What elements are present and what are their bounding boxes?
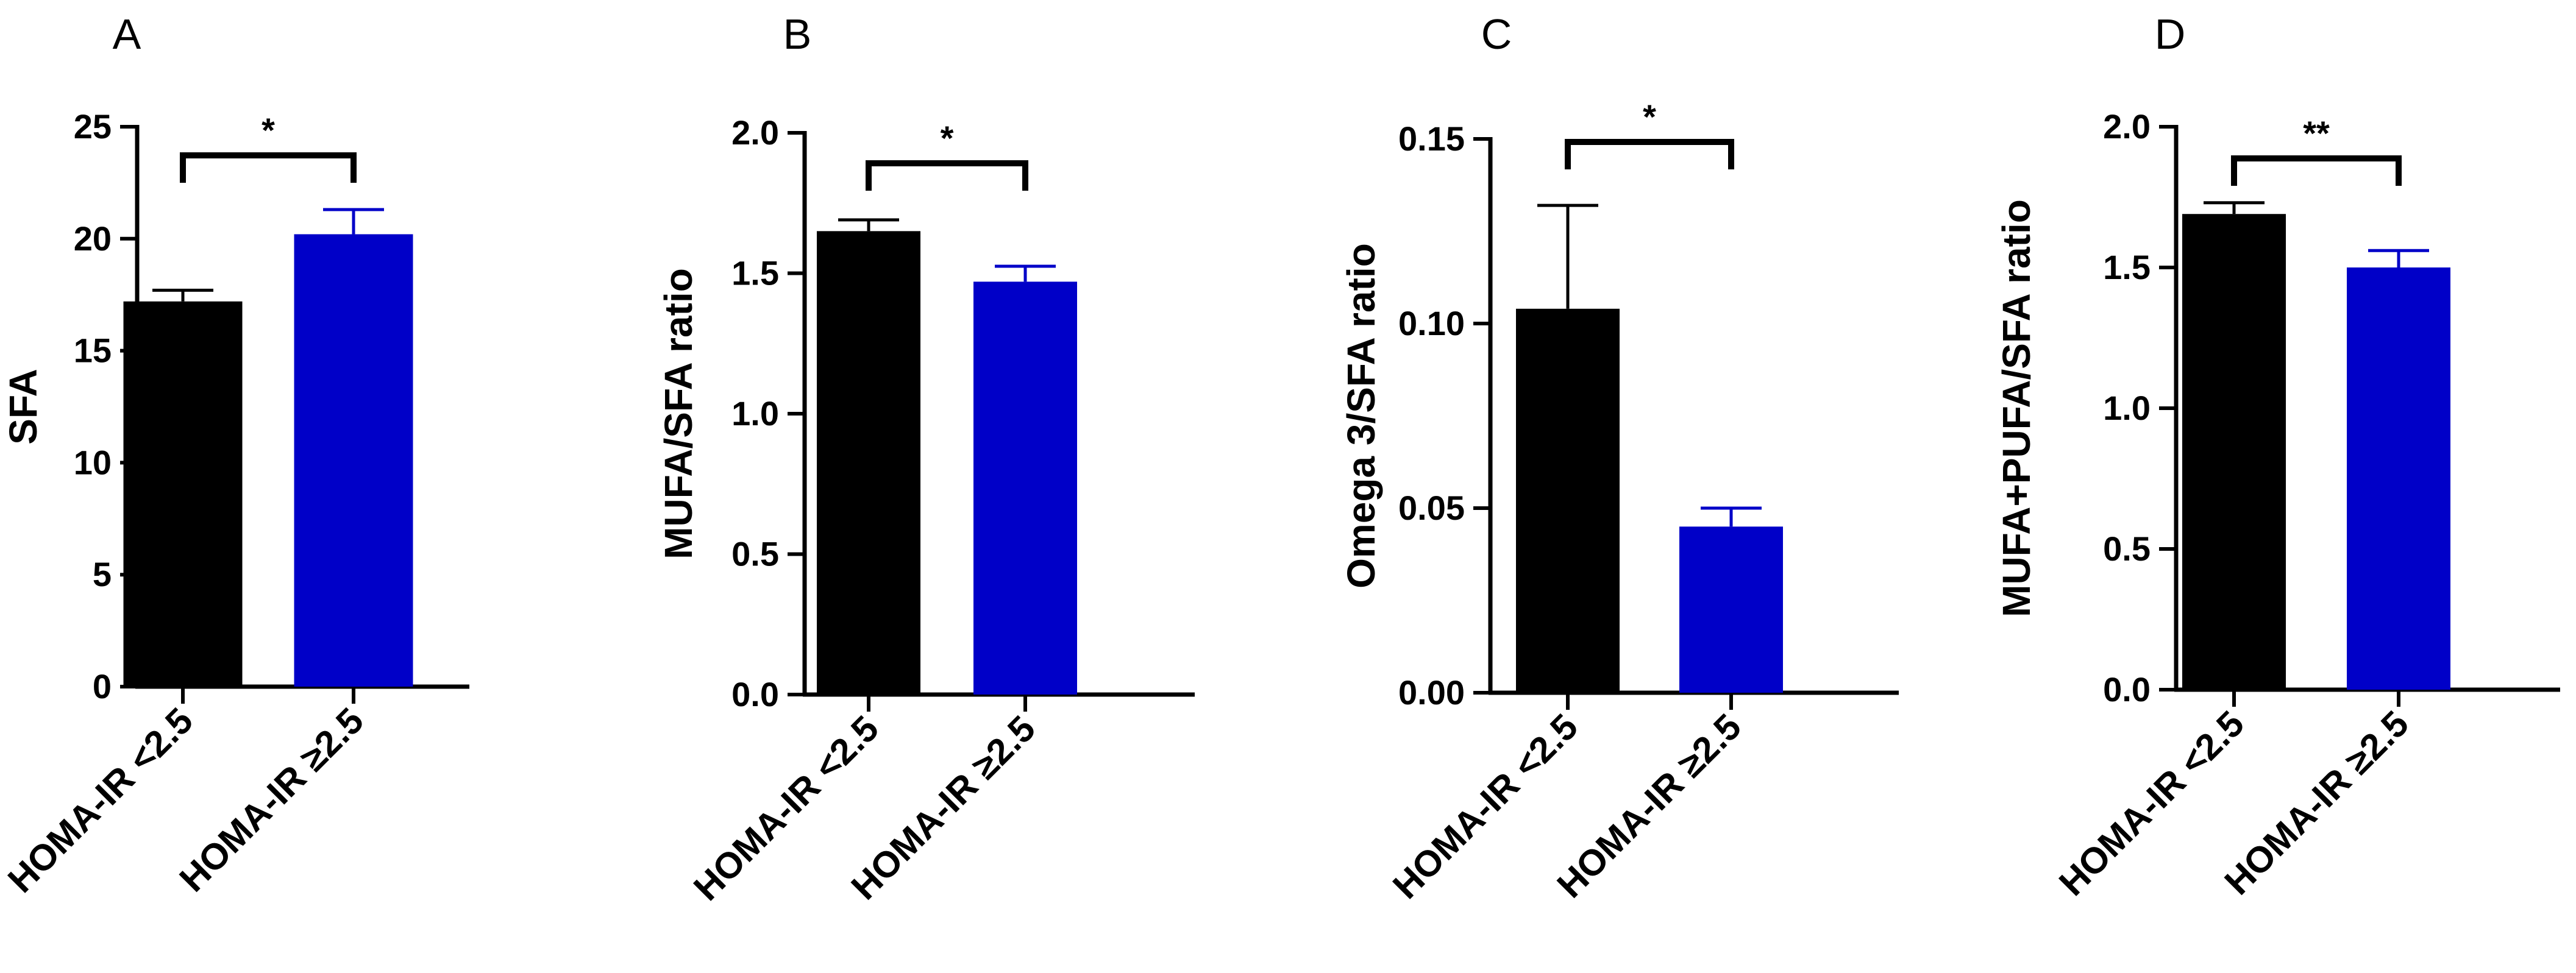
y-tick-label: 0.00 — [1398, 673, 1465, 712]
y-tick-label: 1.5 — [731, 254, 779, 292]
panel-letter: B — [783, 10, 812, 58]
y-tick-label: 0.5 — [731, 535, 779, 573]
y-tick-label: 1.0 — [2103, 389, 2151, 427]
y-tick-label: 0.0 — [2103, 670, 2151, 709]
significance-marker: * — [941, 119, 954, 157]
y-tick-label: 20 — [74, 219, 112, 258]
x-category-label: HOMA-IR <2.5 — [0, 700, 201, 900]
y-axis-label: Omega 3/SFA ratio — [1339, 243, 1383, 589]
significance-bracket — [866, 160, 1028, 191]
y-tick-label: 5 — [93, 555, 112, 593]
significance-marker: * — [262, 111, 275, 149]
y-tick-label: 1.5 — [2103, 248, 2151, 286]
y-tick-label: 0.05 — [1398, 489, 1465, 527]
y-tick-label: 15 — [74, 331, 112, 370]
significance-marker: ** — [2303, 114, 2330, 152]
y-axis-label: MUFA+PUFA/SFA ratio — [1994, 199, 2038, 617]
significance-bracket — [1565, 139, 1734, 169]
y-tick-label: 0.0 — [731, 675, 779, 713]
y-axis-label: SFA — [1, 369, 45, 444]
bar-1 — [817, 231, 920, 695]
bar-2 — [973, 281, 1077, 695]
y-tick-label: 10 — [74, 443, 112, 481]
y-tick-label: 1.0 — [731, 394, 779, 433]
x-category-label: HOMA-IR ≥2.5 — [172, 700, 372, 900]
y-tick-label: 0.15 — [1398, 119, 1465, 158]
y-tick-label: 0 — [93, 667, 112, 706]
significance-bracket — [180, 152, 357, 183]
y-tick-label: 2.0 — [731, 113, 779, 152]
significance-bracket — [2231, 155, 2402, 186]
y-tick-label: 25 — [74, 107, 112, 146]
y-tick-label: 2.0 — [2103, 107, 2151, 146]
panel-letter: D — [2155, 10, 2186, 58]
panel-letter: A — [113, 10, 141, 58]
panel-letter: C — [1481, 10, 1512, 58]
y-tick-label: 0.5 — [2103, 529, 2151, 568]
y-axis-label: MUFA/SFA ratio — [656, 268, 700, 559]
bar-2 — [2347, 267, 2450, 690]
bar-2 — [294, 234, 413, 687]
y-tick-label: 0.10 — [1398, 304, 1465, 342]
bar-1 — [1516, 308, 1620, 693]
bar-1 — [2182, 214, 2286, 690]
bar-2 — [1679, 526, 1783, 693]
significance-marker: * — [1643, 97, 1656, 136]
bar-1 — [123, 301, 243, 687]
